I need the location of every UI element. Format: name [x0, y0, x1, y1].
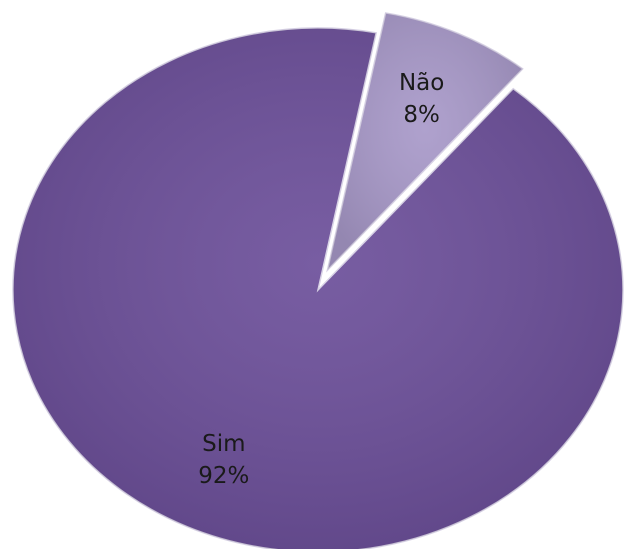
slice-shade — [327, 12, 523, 271]
slice-value-label: 8% — [403, 102, 440, 128]
slice-shade — [13, 28, 623, 549]
slice-category-label: Sim — [202, 431, 245, 457]
slice-category-label: Não — [399, 70, 444, 96]
slice-value-label: 92% — [198, 463, 249, 489]
